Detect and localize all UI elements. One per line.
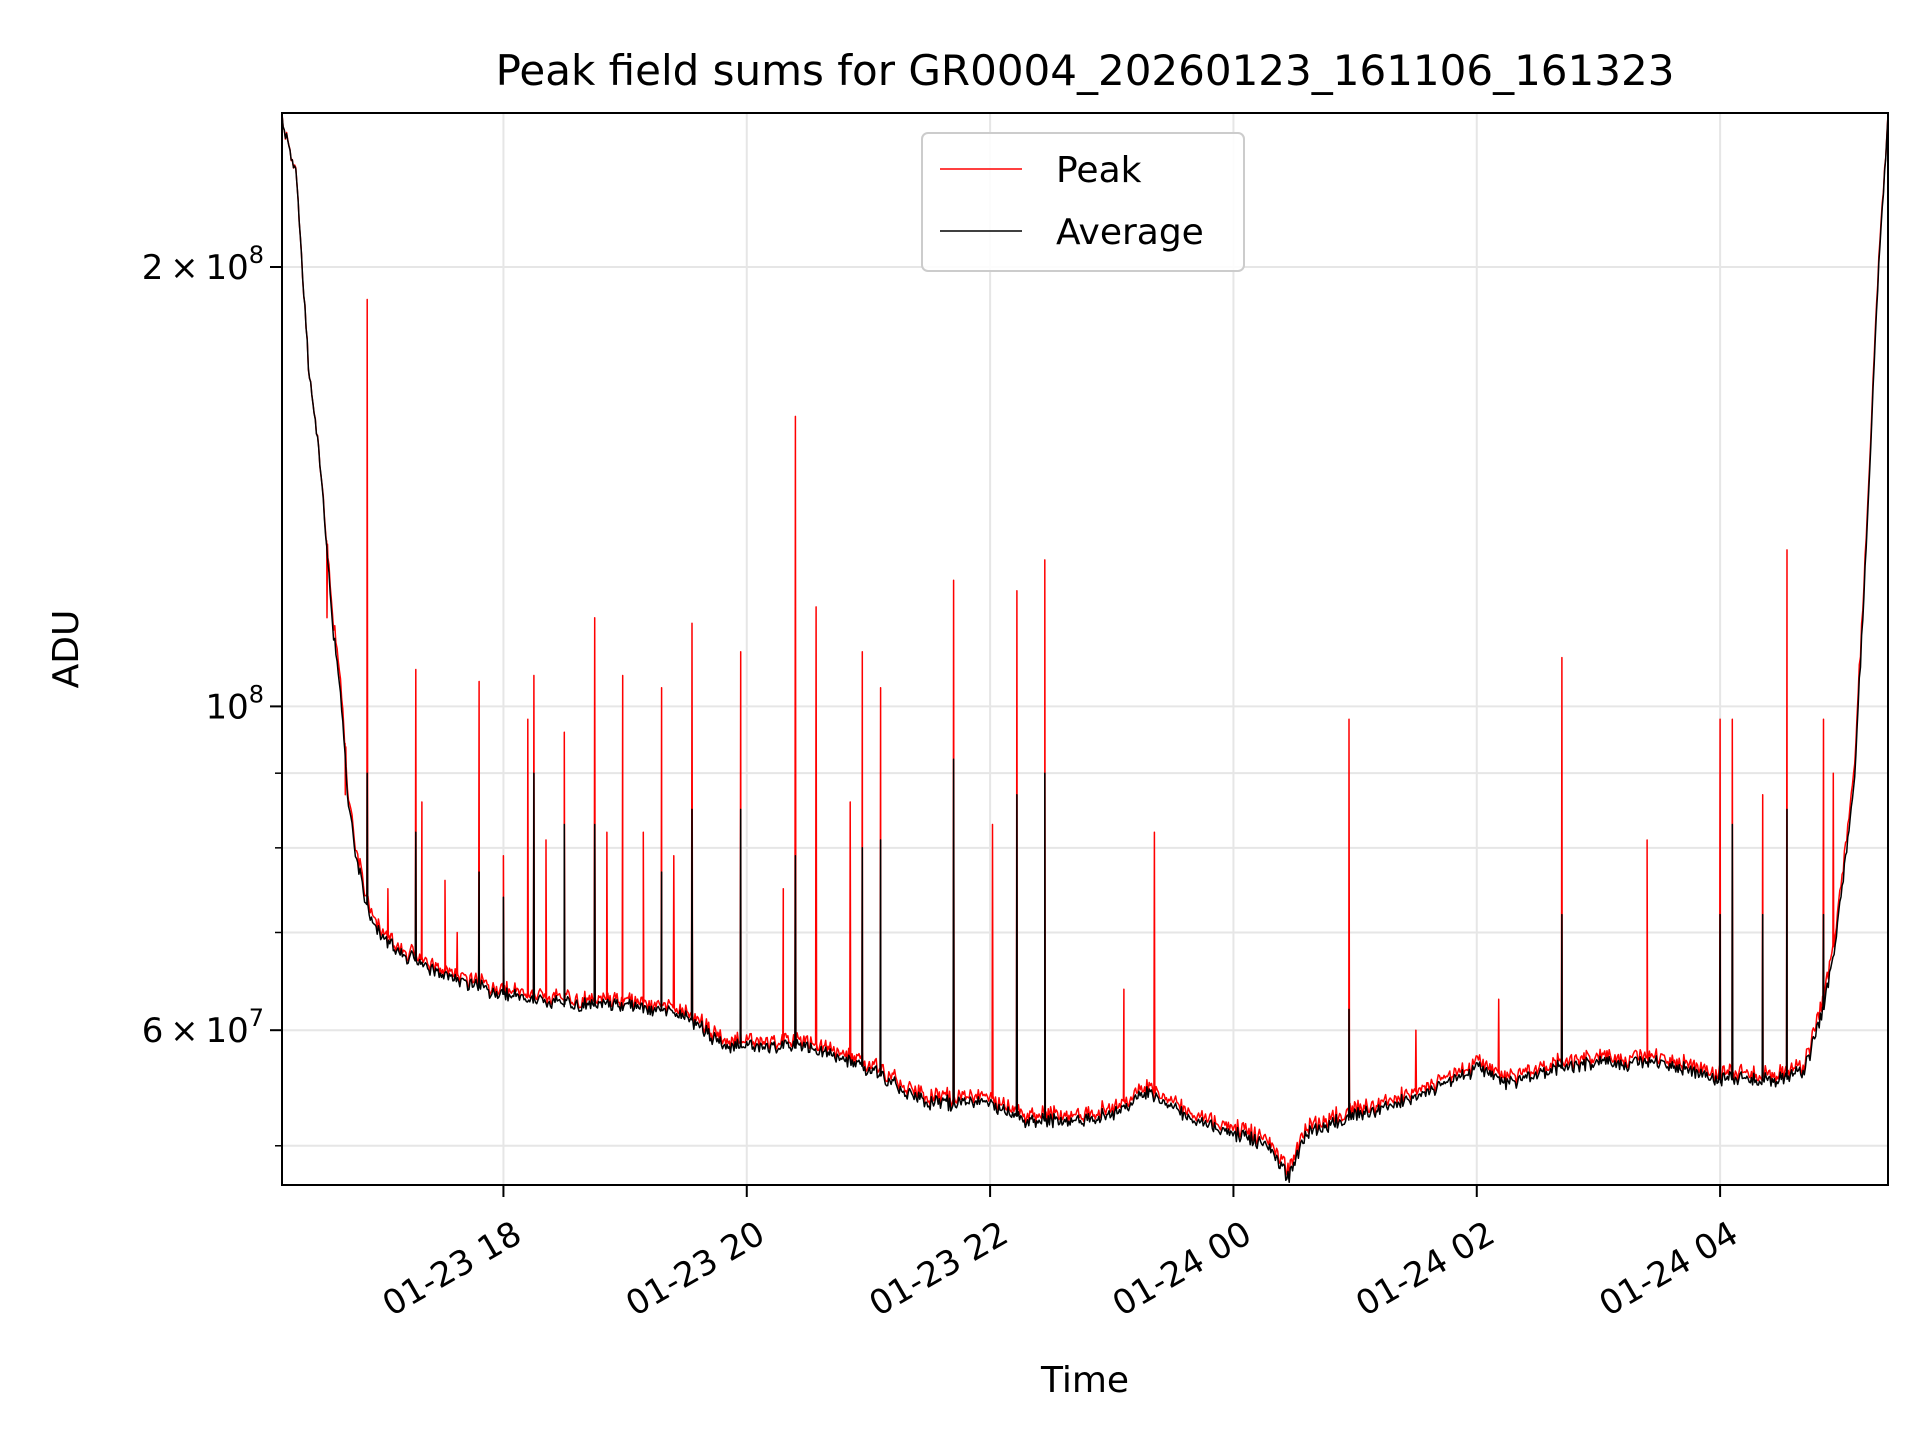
- series-line-average: [281, 114, 1889, 1184]
- y-tick-label: 2 × 108: [142, 241, 264, 288]
- y-tick-label: 6 × 107: [142, 1004, 264, 1051]
- legend-label-average: Average: [1056, 212, 1204, 253]
- grid: [282, 113, 1888, 1185]
- legend-label-peak: Peak: [1056, 150, 1142, 191]
- plot-frame: [281, 112, 1889, 1186]
- legend: Peak Average: [921, 132, 1245, 272]
- chart-title: Peak field sums for GR0004_20260123_1611…: [496, 46, 1675, 95]
- x-axis-title: Time: [1040, 1360, 1129, 1401]
- y-axis-title: ADU: [46, 610, 87, 689]
- series-layer: [281, 112, 1889, 1184]
- legend-box: [921, 132, 1245, 272]
- y-tick-label: 108: [205, 680, 264, 727]
